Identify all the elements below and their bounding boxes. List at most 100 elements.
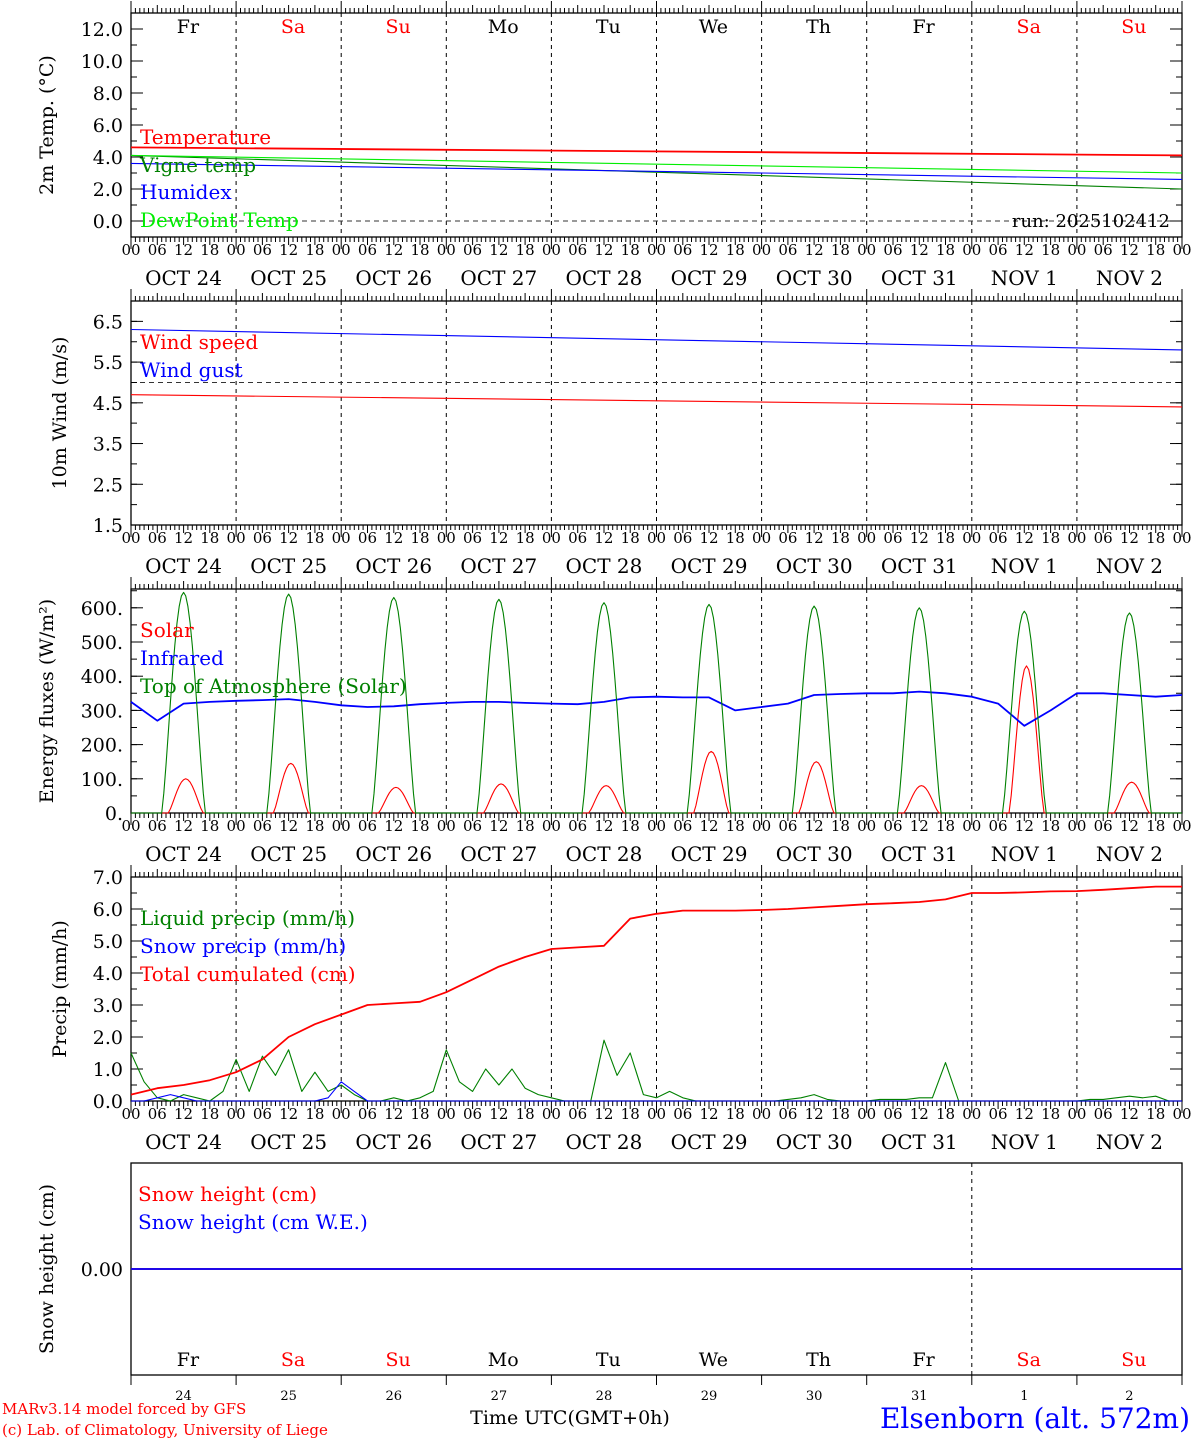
hour-label: 12 [384, 1105, 403, 1123]
hour-label: 06 [778, 1105, 797, 1123]
y-tick-label: 3.0 [93, 995, 123, 1017]
hour-label: 12 [384, 817, 403, 835]
hour-label: 00 [542, 529, 561, 547]
y-tick-label: 100. [81, 769, 123, 791]
hour-label: 12 [1015, 1105, 1034, 1123]
time-ticks [130, 577, 1183, 825]
hour-label: 06 [148, 1105, 167, 1123]
hour-label: 18 [621, 241, 640, 259]
hour-label: 00 [962, 817, 981, 835]
hour-label: 18 [1146, 817, 1165, 835]
date-label: OCT 26 [355, 842, 432, 866]
hour-label: 00 [962, 529, 981, 547]
hour-label: 18 [1146, 1105, 1165, 1123]
series-line-snow-precip-mm-h- [131, 1081, 1182, 1102]
day-name-bottom: Su [1121, 1349, 1146, 1371]
hour-label: 18 [305, 817, 324, 835]
hour-label: 12 [594, 817, 613, 835]
hour-label: 00 [647, 1105, 666, 1123]
date-label: NOV 1 [991, 266, 1058, 290]
date-label: OCT 25 [250, 266, 327, 290]
hour-label: 12 [1015, 529, 1034, 547]
day-name-top: Sa [1017, 16, 1041, 38]
hour-label: 12 [1120, 241, 1139, 259]
day-name-bottom: Su [385, 1349, 410, 1371]
y-axis-label: 2m Temp. (°C) [36, 55, 58, 195]
hour-label: 06 [883, 529, 902, 547]
hour-label: 12 [910, 241, 929, 259]
hour-label: 18 [831, 817, 850, 835]
date-number: 31 [911, 1389, 928, 1404]
date-label: OCT 25 [250, 1130, 327, 1154]
date-number: 2 [1125, 1389, 1133, 1404]
series-line-wind-speed [130, 394, 1183, 408]
day-name-bottom: Sa [1017, 1349, 1041, 1371]
day-name-bottom: Mo [488, 1349, 519, 1371]
hour-label: 00 [332, 529, 351, 547]
hour-label: 00 [227, 1105, 246, 1123]
date-label: OCT 30 [776, 266, 853, 290]
hour-label: 18 [1041, 529, 1060, 547]
date-label: OCT 24 [145, 842, 222, 866]
y-tick-label: 1.5 [93, 515, 123, 537]
hour-label: 06 [253, 529, 272, 547]
y-tick-label: 2.0 [93, 1027, 123, 1049]
hour-label: 06 [463, 529, 482, 547]
hour-label: 18 [410, 241, 429, 259]
y-tick-label: 3.5 [93, 434, 123, 456]
hour-label: 12 [700, 817, 719, 835]
date-number: 27 [491, 1389, 508, 1404]
date-label: OCT 26 [355, 554, 432, 578]
hour-label: 06 [148, 817, 167, 835]
y-tick-label: 2.0 [93, 179, 123, 201]
hour-label: 00 [121, 529, 140, 547]
hour-label: 12 [910, 817, 929, 835]
panel-2 [130, 289, 1183, 537]
hour-label: 12 [910, 529, 929, 547]
hour-label: 06 [989, 241, 1008, 259]
hour-label: 00 [1067, 241, 1086, 259]
day-name-top: Su [1121, 16, 1146, 38]
y-tick-label: 12.0 [81, 19, 123, 41]
date-label: OCT 30 [776, 554, 853, 578]
hour-label: 18 [831, 241, 850, 259]
hour-label: 06 [778, 529, 797, 547]
hour-label: 06 [463, 1105, 482, 1123]
series-line-dewpoint-temp [130, 154, 1183, 174]
y-tick-label: 400. [81, 666, 123, 688]
legend-entry: Temperature [140, 125, 271, 149]
hour-label: 12 [910, 1105, 929, 1123]
hour-label: 06 [989, 529, 1008, 547]
hour-label: 18 [305, 1105, 324, 1123]
hour-label: 00 [121, 241, 140, 259]
hour-label: 12 [700, 1105, 719, 1123]
hour-label: 18 [1146, 529, 1165, 547]
hour-label: 18 [1041, 1105, 1060, 1123]
date-label: OCT 25 [250, 842, 327, 866]
hour-label: 06 [568, 1105, 587, 1123]
y-tick-label: 500. [81, 632, 123, 654]
hour-label: 06 [883, 241, 902, 259]
hour-label: 18 [936, 817, 955, 835]
hour-label: 00 [752, 1105, 771, 1123]
hour-label: 12 [805, 1105, 824, 1123]
hour-label: 00 [1172, 1105, 1191, 1123]
hour-label: 18 [410, 529, 429, 547]
hour-label: 06 [673, 241, 692, 259]
y-axis-label: Precip (mm/h) [49, 920, 71, 1058]
date-number: 29 [701, 1389, 718, 1404]
hour-label: 00 [752, 529, 771, 547]
hour-label: 18 [726, 529, 745, 547]
hour-label: 00 [857, 241, 876, 259]
hour-label: 12 [279, 817, 298, 835]
hour-label: 18 [305, 241, 324, 259]
hour-label: 18 [831, 1105, 850, 1123]
hour-label: 12 [279, 529, 298, 547]
hour-label: 18 [936, 241, 955, 259]
hour-label: 00 [1172, 241, 1191, 259]
hour-label: 12 [489, 529, 508, 547]
hour-label: 00 [227, 817, 246, 835]
date-label: OCT 30 [776, 1130, 853, 1154]
legend-entry: Top of Atmosphere (Solar) [140, 674, 407, 698]
date-label: NOV 1 [991, 842, 1058, 866]
